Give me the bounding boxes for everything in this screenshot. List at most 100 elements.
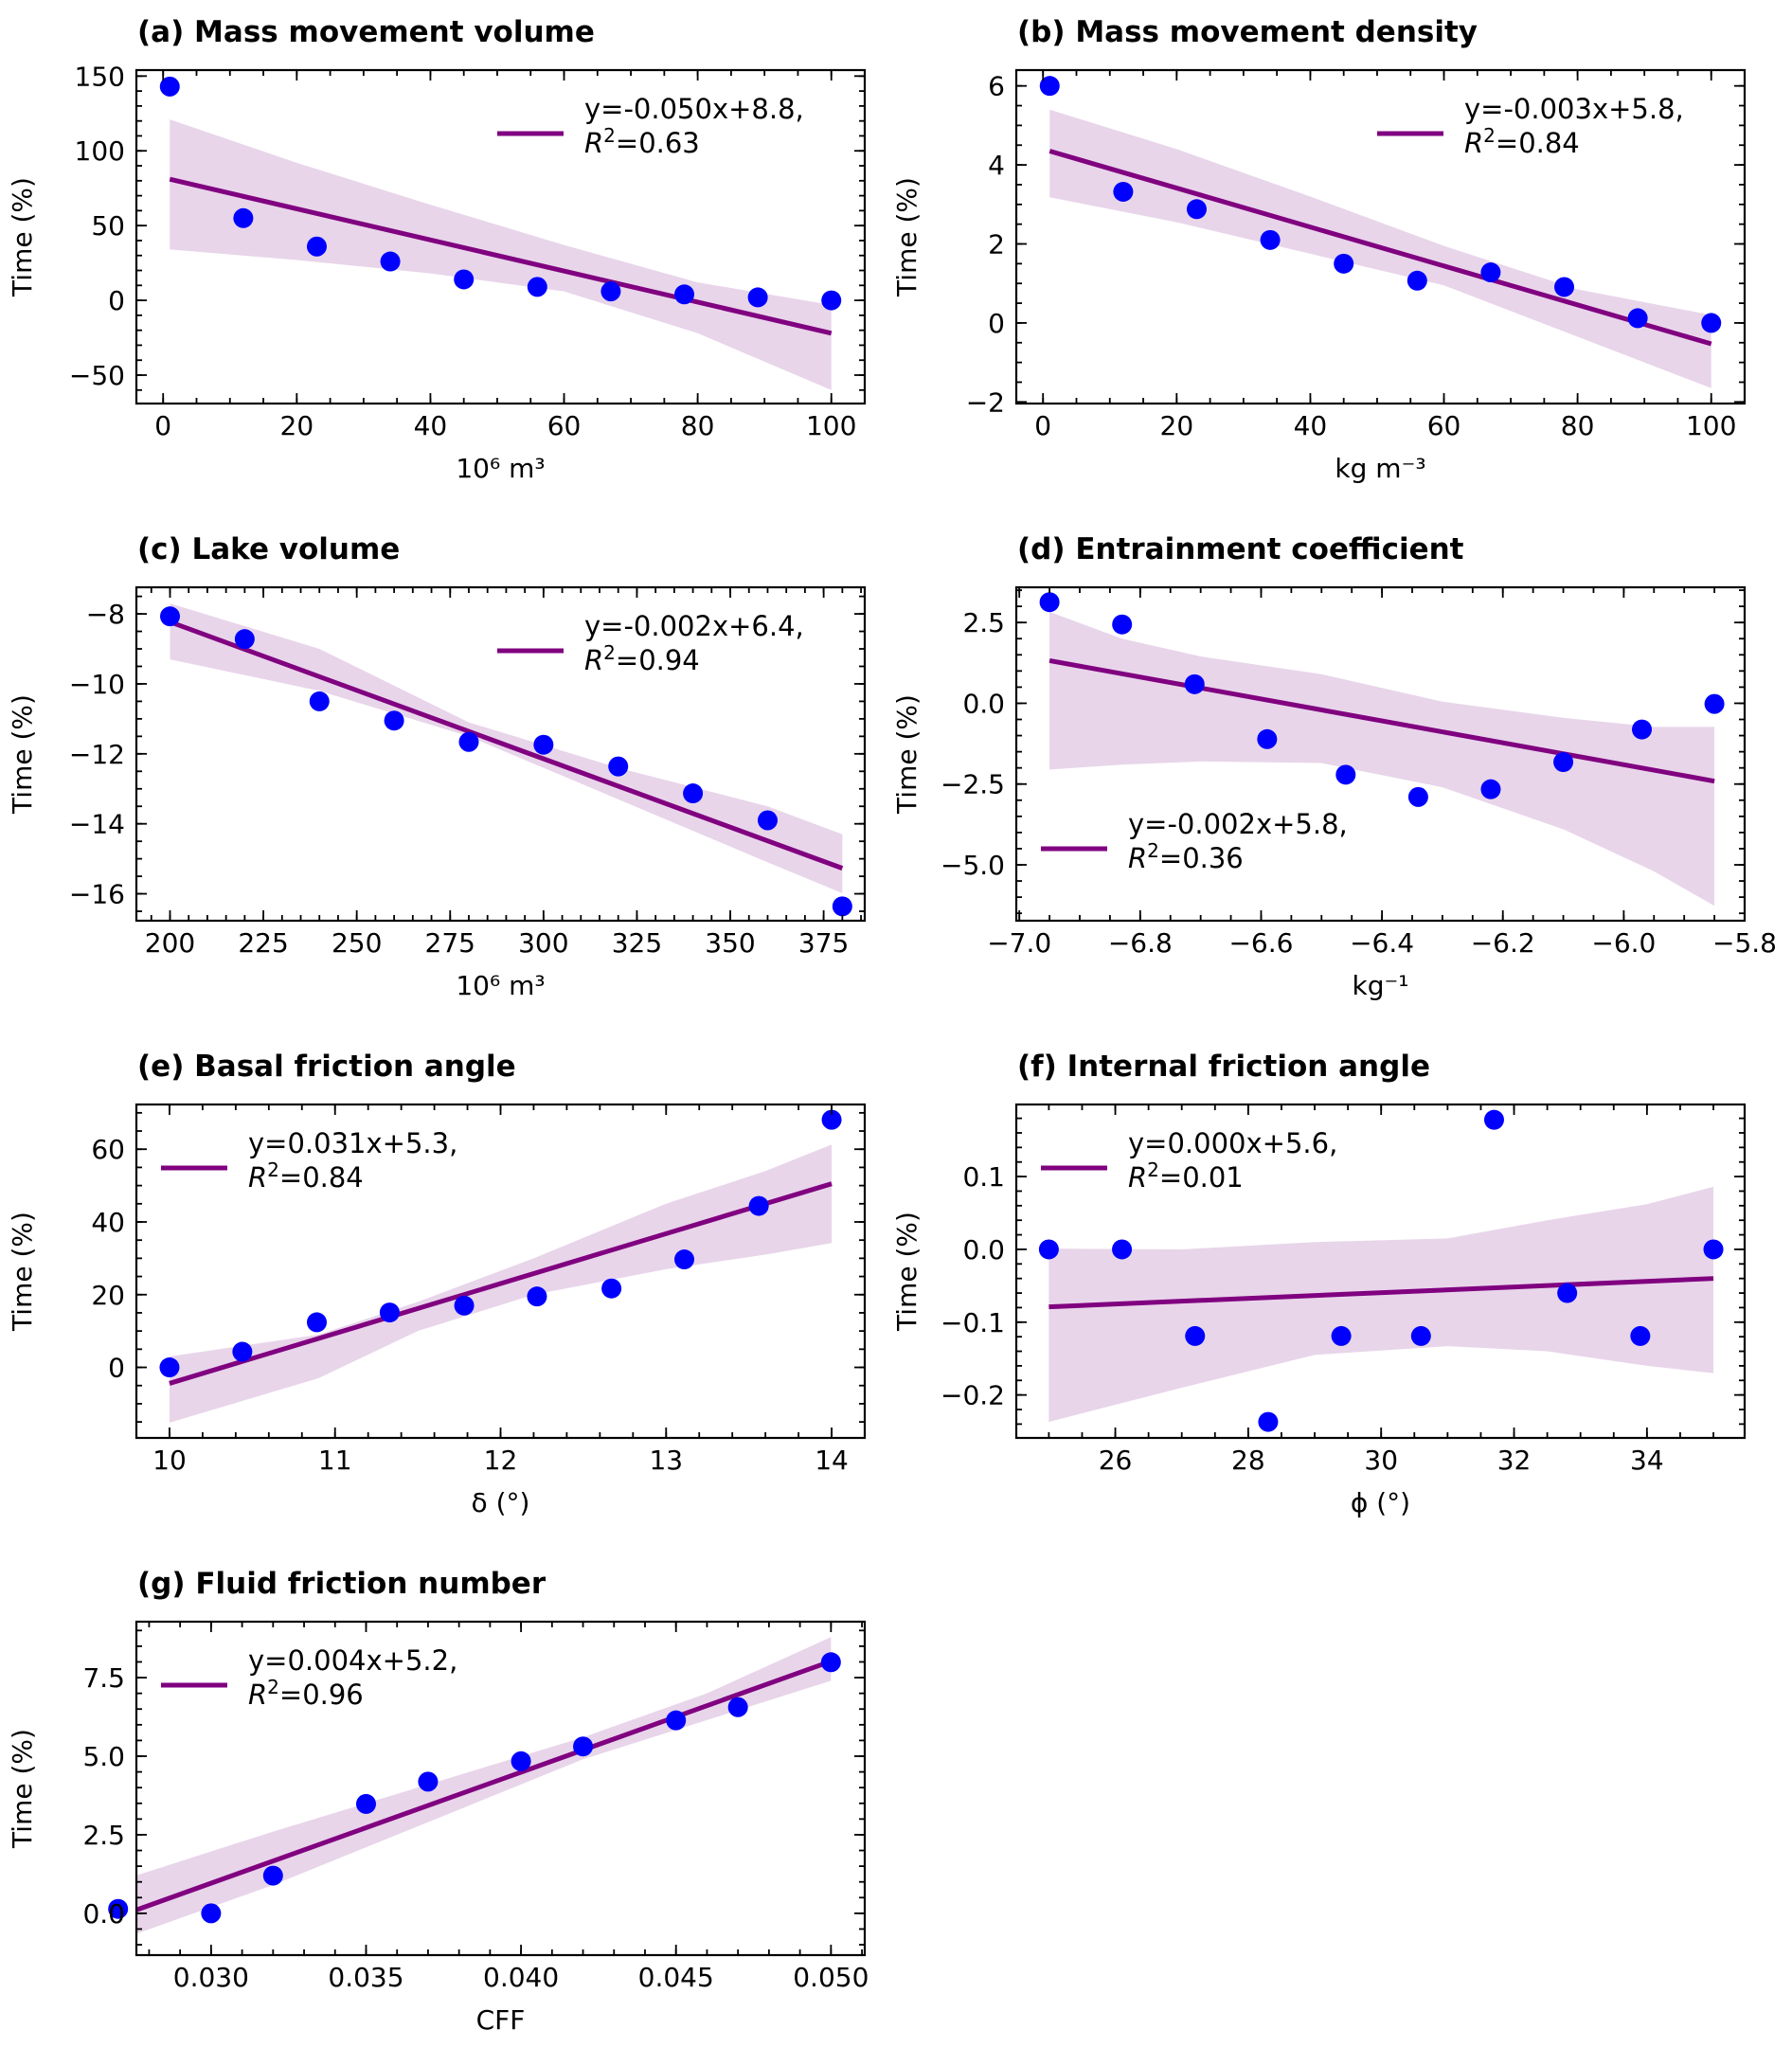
x-tick-label: −6.0 [1591, 927, 1656, 959]
r-squared-value: =0.94 [616, 644, 700, 676]
panel-e: (e) Basal friction angle 10 11 12 13 14 0 20 40 6… [7, 1050, 867, 1518]
r-symbol: R [1464, 127, 1483, 159]
x-tick-label: −6.2 [1471, 927, 1535, 959]
r-symbol: R [584, 644, 603, 676]
plot-area [1048, 109, 1712, 388]
panel-title: (b) Mass movement density [1017, 15, 1478, 49]
x-tick-label: 200 [145, 927, 195, 959]
axes-frame [1014, 585, 1747, 923]
data-point [1627, 308, 1648, 329]
data-point [511, 1751, 531, 1771]
x-tick-label: 20 [280, 410, 314, 441]
data-point [1483, 1109, 1504, 1130]
y-tick-label: −50 [69, 360, 125, 391]
data-point [384, 710, 404, 731]
data-point [1632, 719, 1653, 740]
x-tick-label: 0.040 [483, 1962, 559, 1993]
legend-r-squared: R2=0.36 [1128, 839, 1244, 874]
data-point [454, 1295, 475, 1316]
panel-f: (f) Internal friction angle 26 28 30 32 34 −0.… [891, 1050, 1747, 1518]
x-tick-label: 30 [1364, 1445, 1398, 1476]
data-point [159, 606, 180, 627]
x-tick-label: −6.4 [1350, 927, 1414, 959]
data-point [727, 1697, 748, 1717]
y-tick-label: 20 [91, 1280, 125, 1311]
data-point [458, 731, 479, 752]
r-symbol: R [584, 127, 603, 159]
data-point [1410, 1325, 1431, 1346]
y-tick-label: −14 [69, 809, 125, 840]
data-point [533, 734, 554, 755]
x-tick-label: 80 [1561, 410, 1595, 441]
x-tick-label: 350 [705, 927, 755, 959]
data-point [757, 810, 778, 831]
data-point [1113, 181, 1134, 202]
data-point [1257, 728, 1278, 749]
confidence-band [170, 602, 843, 893]
data-point [1703, 1239, 1724, 1260]
x-tick-label: −6.8 [1108, 927, 1173, 959]
y-axis-label: Time (%) [891, 177, 923, 297]
x-axis-label: 10⁶ m³ [456, 970, 545, 1001]
superscript-2: 2 [267, 1676, 279, 1698]
y-tick-label: −5.0 [941, 850, 1005, 881]
legend-r-squared: R2=0.96 [248, 1676, 364, 1711]
x-tick-label: 325 [612, 927, 662, 959]
x-tick-label: 225 [238, 927, 288, 959]
superscript-2: 2 [1147, 839, 1159, 862]
r-squared-value: =0.36 [1159, 842, 1244, 874]
y-tick-label: 2 [988, 229, 1005, 260]
legend: y=0.031x+5.3,R2=0.84 [161, 1127, 457, 1194]
data-point [233, 207, 254, 228]
data-point [1039, 592, 1060, 613]
x-tick-label: 32 [1497, 1445, 1532, 1476]
data-point [1184, 673, 1205, 694]
x-tick-label: −7.0 [987, 927, 1051, 959]
x-axis-label: kg⁻¹ [1353, 970, 1409, 1001]
x-tick-label: 80 [681, 410, 715, 441]
x-tick-label: 60 [1427, 410, 1461, 441]
y-tick-label: 2.5 [962, 607, 1005, 638]
superscript-2: 2 [267, 1158, 279, 1181]
ticks [136, 1622, 865, 1955]
plot-area [1048, 611, 1715, 907]
x-tick-label: 0.030 [173, 1962, 249, 1993]
data-point [821, 1109, 842, 1130]
y-tick-label: 150 [75, 61, 125, 92]
x-tick-label: 14 [815, 1445, 849, 1476]
data-point [1335, 764, 1356, 785]
data-point [1480, 262, 1501, 283]
legend: y=-0.050x+8.8,R2=0.63 [497, 93, 804, 159]
y-tick-label: 100 [75, 135, 125, 167]
data-point [747, 287, 768, 308]
data-point [1039, 76, 1060, 97]
x-axis-label: δ (°) [472, 1487, 530, 1518]
panel-d: (d) Entrainment coefficient −7.0 −6.8 −6.6 −… [891, 532, 1777, 1001]
data-point [674, 284, 695, 305]
data-point [309, 691, 330, 711]
y-tick-label: −8 [86, 599, 125, 630]
x-axis-label: kg m⁻³ [1335, 453, 1425, 484]
y-tick-label: 6 [988, 71, 1005, 102]
legend-r-squared: R2=0.01 [1128, 1158, 1244, 1194]
regression-line [169, 176, 833, 336]
y-tick-label: 2.5 [82, 1820, 125, 1851]
panel-title: (c) Lake volume [137, 532, 400, 566]
plot-area [1048, 1186, 1714, 1423]
y-axis-label: Time (%) [7, 177, 38, 297]
data-point [262, 1865, 283, 1886]
data-point [1186, 199, 1207, 220]
y-tick-label: −12 [69, 739, 125, 770]
legend-equation: y=0.004x+5.2, [248, 1644, 457, 1677]
panel-title: (g) Fluid friction number [137, 1567, 547, 1601]
ticks [1016, 587, 1746, 921]
x-tick-label: 0 [154, 410, 171, 441]
r-symbol: R [1128, 842, 1147, 874]
superscript-2: 2 [1147, 1158, 1159, 1181]
y-axis-label: Time (%) [7, 694, 38, 815]
axes-frame [134, 68, 867, 405]
x-tick-label: 34 [1630, 1445, 1664, 1476]
x-tick-label: 0.050 [793, 1962, 869, 1993]
x-tick-label: 100 [806, 410, 856, 441]
